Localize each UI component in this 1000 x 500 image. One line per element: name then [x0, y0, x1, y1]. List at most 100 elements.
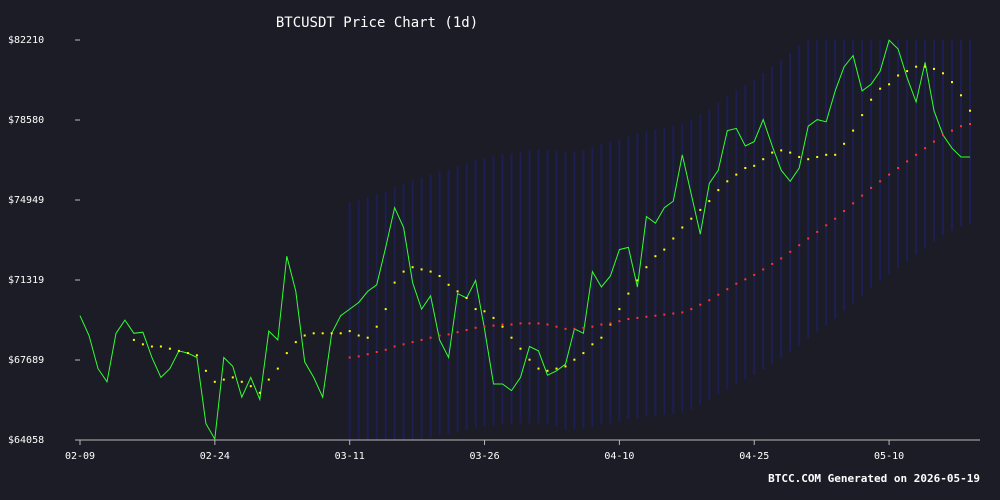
chart-title: BTCUSDT Price Chart (1d)	[276, 15, 478, 31]
series-point-ma_short	[618, 308, 621, 311]
series-point-ma_short	[258, 391, 261, 394]
series-point-ma_short	[816, 156, 819, 158]
series-point-ma_long	[528, 322, 531, 325]
series-point-ma_short	[438, 275, 441, 277]
series-point-ma_short	[663, 248, 666, 251]
series-point-ma_short	[465, 297, 468, 299]
y-tick-label: $78580	[8, 115, 44, 126]
series-point-ma_long	[897, 167, 900, 169]
series-point-ma_long	[825, 224, 828, 227]
series-point-ma_short	[285, 352, 288, 355]
x-tick-label: 03-11	[335, 451, 365, 462]
series-point-ma_short	[600, 336, 603, 339]
series-point-ma_short	[339, 332, 342, 335]
series-point-ma_long	[852, 202, 855, 205]
x-tick-label: 02-24	[200, 451, 230, 462]
series-point-ma_long	[663, 313, 666, 316]
series-point-ma_short	[348, 330, 351, 333]
series-point-ma_short	[753, 164, 756, 167]
series-point-ma_short	[834, 153, 837, 156]
series-layer	[79, 39, 971, 441]
series-point-ma_short	[870, 98, 873, 101]
series-point-ma_short	[807, 158, 810, 161]
series-point-ma_long	[933, 140, 935, 143]
series-point-ma_long	[654, 314, 657, 317]
axis-layer: 02-09 02-24 03-11 03-26 04-10 04-25 05-10 $6405…	[8, 35, 980, 462]
series-point-ma_long	[735, 282, 738, 285]
series-point-ma_long	[501, 323, 504, 326]
series-point-ma_short	[249, 385, 252, 388]
series-point-ma_short	[969, 109, 971, 112]
x-tick-label: 04-10	[604, 451, 634, 462]
series-point-ma_short	[501, 325, 504, 328]
series-point-ma_long	[510, 323, 513, 326]
series-point-ma_short	[789, 151, 792, 154]
series-point-ma_short	[150, 345, 153, 348]
series-point-ma_short	[852, 129, 855, 132]
series-point-ma_long	[726, 288, 729, 291]
series-point-ma_long	[816, 230, 819, 233]
x-tick-label: 02-09	[65, 451, 95, 462]
series-point-ma_short	[708, 200, 711, 203]
series-point-ma_long	[672, 312, 675, 315]
series-point-ma_short	[537, 367, 540, 370]
series-point-ma_long	[969, 123, 971, 125]
series-point-ma_short	[411, 266, 414, 269]
series-point-ma_long	[717, 293, 720, 296]
series-point-ma_long	[861, 194, 864, 197]
series-point-ma_long	[780, 257, 783, 260]
series-point-ma_short	[897, 74, 900, 77]
series-point-ma_short	[933, 67, 935, 70]
series-point-ma_long	[753, 273, 756, 276]
y-tick-label: $71319	[8, 275, 44, 286]
series-point-ma_long	[690, 308, 693, 311]
series-point-ma_short	[609, 323, 612, 326]
series-point-ma_long	[915, 153, 918, 156]
series-point-ma_short	[456, 290, 459, 293]
y-tick-label: $74949	[8, 195, 44, 206]
series-point-ma_short	[375, 325, 378, 328]
series-point-ma_short	[312, 332, 315, 335]
series-point-ma_long	[429, 336, 432, 339]
series-point-ma_long	[519, 322, 522, 325]
series-point-ma_long	[582, 326, 585, 329]
series-point-ma_short	[672, 237, 675, 240]
series-point-ma_short	[222, 378, 225, 381]
series-point-ma_short	[195, 354, 198, 357]
series-point-ma_short	[627, 292, 630, 295]
series-point-ma_long	[960, 125, 962, 128]
series-point-ma_long	[564, 327, 567, 330]
series-point-ma_short	[330, 332, 333, 335]
series-point-ma_short	[357, 334, 360, 337]
series-point-ma_short	[699, 208, 702, 211]
series-point-ma_long	[681, 311, 684, 314]
series-point-ma_short	[321, 332, 324, 335]
series-point-ma_short	[681, 226, 684, 229]
series-point-ma_long	[798, 244, 801, 247]
series-point-ma_short	[771, 151, 774, 154]
series-point-ma_short	[546, 369, 549, 372]
series-point-ma_short	[726, 180, 729, 183]
series-point-ma_short	[483, 310, 486, 313]
series-point-ma_short	[141, 343, 144, 346]
series-point-ma_short	[420, 268, 423, 271]
x-tick-label: 05-10	[874, 451, 904, 462]
series-point-ma_long	[537, 322, 540, 325]
series-point-ma_short	[582, 352, 585, 355]
series-point-ma_long	[411, 341, 414, 344]
series-point-ma_short	[402, 270, 405, 273]
series-point-ma_long	[645, 315, 648, 318]
series-point-ma_long	[546, 323, 549, 326]
series-point-ma_long	[618, 320, 621, 323]
series-point-ma_long	[771, 262, 774, 265]
series-point-ma_short	[960, 94, 962, 97]
series-point-ma_short	[231, 376, 234, 379]
series-point-ma_long	[789, 250, 792, 253]
series-point-ma_short	[303, 334, 306, 337]
series-point-ma_long	[744, 278, 747, 281]
series-point-ma_long	[888, 173, 891, 176]
series-point-ma_short	[240, 380, 243, 383]
series-point-ma_long	[447, 333, 450, 336]
